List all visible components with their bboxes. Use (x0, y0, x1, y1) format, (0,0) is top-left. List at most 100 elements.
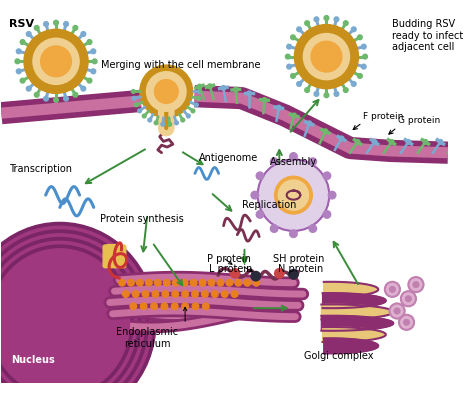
Circle shape (404, 320, 410, 325)
Text: Replication: Replication (242, 200, 296, 210)
Circle shape (289, 269, 298, 279)
Circle shape (54, 20, 58, 25)
Circle shape (256, 172, 264, 180)
Circle shape (81, 86, 86, 91)
Circle shape (24, 29, 88, 93)
Circle shape (276, 105, 281, 110)
Circle shape (274, 176, 312, 214)
Circle shape (294, 24, 358, 89)
Circle shape (64, 96, 68, 101)
Circle shape (152, 291, 159, 297)
Circle shape (453, 139, 458, 144)
Circle shape (181, 118, 185, 122)
Circle shape (91, 49, 96, 54)
Circle shape (20, 78, 25, 83)
Circle shape (155, 279, 161, 286)
Circle shape (394, 308, 400, 314)
Circle shape (251, 191, 259, 199)
Circle shape (131, 89, 135, 93)
Circle shape (161, 303, 168, 310)
Circle shape (73, 26, 78, 30)
Circle shape (323, 172, 331, 180)
Circle shape (274, 269, 284, 278)
Circle shape (287, 44, 292, 49)
Circle shape (363, 54, 367, 59)
Circle shape (253, 279, 260, 286)
Circle shape (438, 139, 443, 144)
Ellipse shape (0, 249, 129, 394)
Circle shape (309, 225, 317, 232)
Circle shape (194, 103, 198, 107)
Circle shape (251, 271, 261, 281)
Circle shape (233, 87, 238, 92)
Circle shape (287, 64, 292, 69)
Circle shape (292, 113, 296, 118)
Circle shape (151, 303, 157, 310)
Circle shape (258, 159, 329, 231)
Circle shape (182, 279, 188, 286)
Circle shape (33, 38, 79, 84)
Circle shape (146, 279, 152, 286)
Circle shape (226, 279, 233, 286)
Circle shape (307, 121, 311, 126)
Circle shape (235, 279, 242, 286)
Circle shape (334, 17, 339, 22)
Circle shape (73, 93, 78, 97)
Text: Golgi complex: Golgi complex (304, 351, 374, 361)
Circle shape (54, 98, 58, 102)
Circle shape (324, 93, 329, 98)
Circle shape (17, 49, 21, 54)
Text: Antigenome: Antigenome (199, 153, 258, 163)
Polygon shape (324, 338, 378, 353)
Circle shape (92, 59, 97, 64)
Circle shape (17, 69, 21, 74)
Circle shape (211, 291, 218, 297)
Circle shape (182, 291, 188, 297)
Circle shape (305, 21, 310, 26)
Circle shape (270, 158, 278, 165)
Circle shape (197, 84, 202, 89)
Polygon shape (321, 316, 393, 331)
Circle shape (130, 303, 137, 310)
Polygon shape (323, 293, 386, 308)
Circle shape (291, 35, 295, 40)
Circle shape (230, 269, 240, 278)
Circle shape (197, 97, 201, 100)
Circle shape (314, 91, 319, 96)
Circle shape (351, 82, 356, 86)
Circle shape (208, 279, 215, 286)
Circle shape (91, 69, 96, 74)
Circle shape (137, 279, 143, 286)
Circle shape (343, 21, 348, 26)
Text: Assembly: Assembly (270, 158, 317, 167)
Text: G protein: G protein (398, 116, 440, 125)
Circle shape (351, 27, 356, 32)
Circle shape (390, 303, 405, 318)
Circle shape (140, 303, 147, 310)
Circle shape (390, 286, 395, 292)
Ellipse shape (0, 241, 137, 394)
Text: N protein: N protein (278, 264, 324, 274)
Circle shape (34, 93, 39, 97)
Circle shape (168, 123, 172, 126)
Circle shape (128, 279, 134, 286)
Circle shape (406, 296, 411, 301)
Circle shape (256, 211, 264, 218)
Circle shape (247, 91, 252, 96)
Circle shape (361, 44, 366, 49)
Text: RSV: RSV (9, 19, 34, 29)
Circle shape (311, 41, 342, 72)
Ellipse shape (0, 226, 152, 394)
Circle shape (142, 291, 149, 297)
Circle shape (399, 315, 414, 330)
Circle shape (173, 279, 179, 286)
FancyBboxPatch shape (103, 245, 126, 268)
Circle shape (324, 16, 329, 20)
Ellipse shape (0, 245, 133, 394)
Circle shape (191, 291, 198, 297)
Circle shape (423, 139, 428, 144)
Polygon shape (324, 282, 378, 297)
Ellipse shape (6, 285, 94, 378)
Text: F protein: F protein (363, 112, 403, 121)
Polygon shape (321, 305, 393, 320)
